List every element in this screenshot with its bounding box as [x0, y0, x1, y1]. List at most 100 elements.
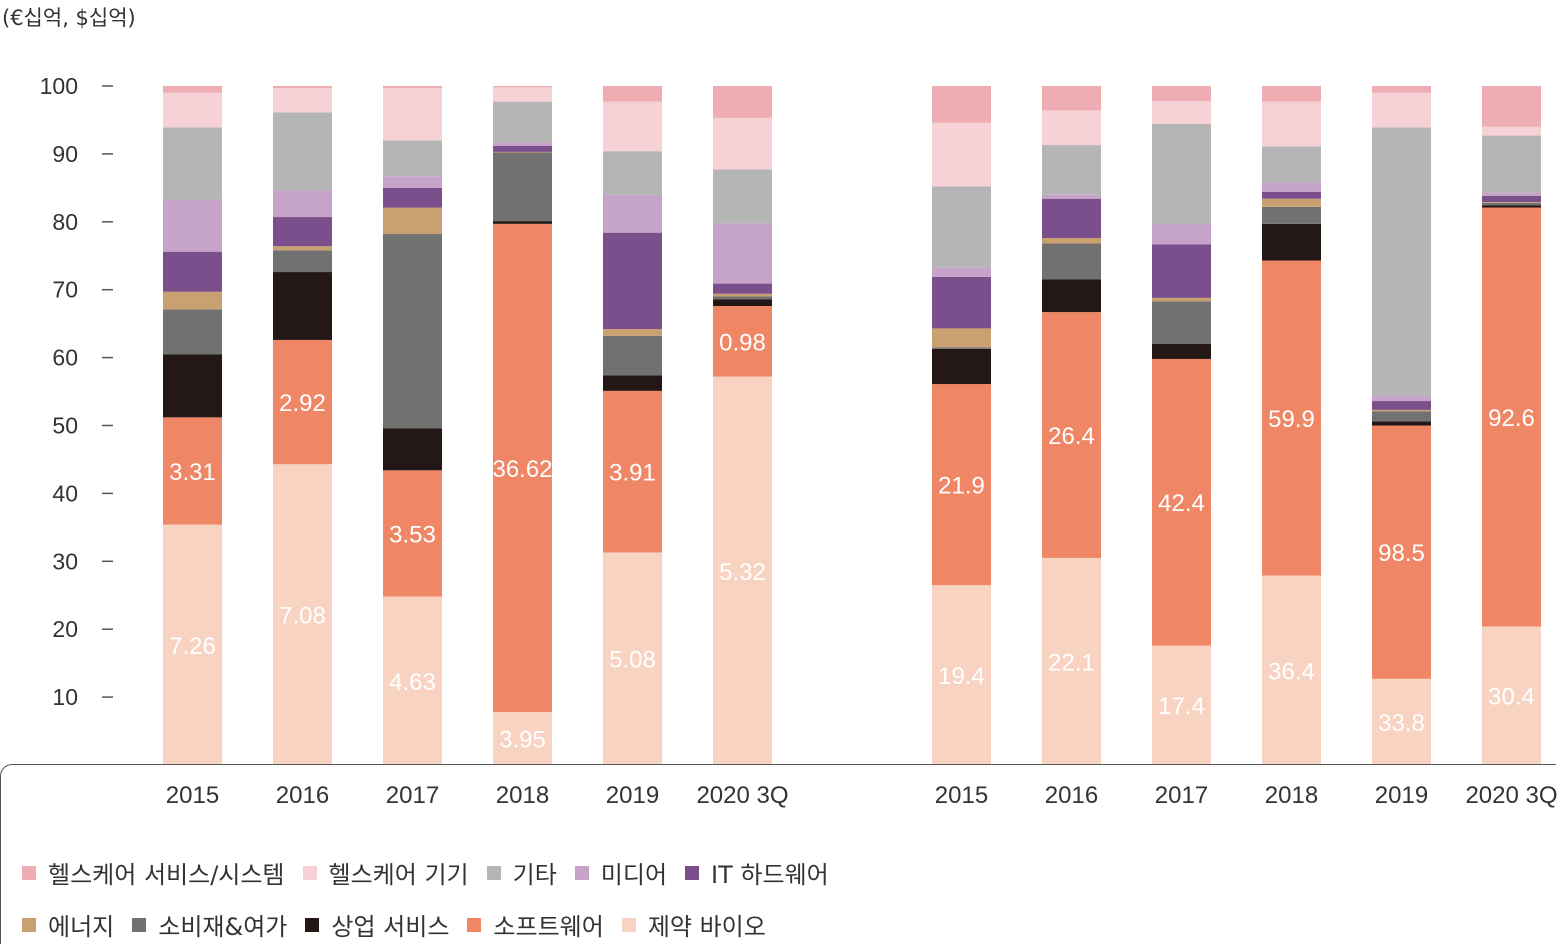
- legend-row-1: 헬스케어 서비스/시스템 헬스케어 기기 기타 미디어 IT 하드웨어: [22, 855, 847, 890]
- bar-segment: [603, 86, 662, 102]
- bar-segment: [493, 145, 552, 152]
- bar-segment: [1152, 124, 1211, 225]
- bar-segment: [932, 328, 991, 348]
- x-tick-label: 2020 3Q: [696, 782, 788, 809]
- bar-segment: [603, 194, 662, 233]
- bar-segment: [273, 217, 332, 247]
- legend-item: 소프트웨어: [467, 907, 604, 942]
- legend-label: 헬스케어 서비스/시스템: [48, 861, 285, 889]
- legend-label: 미디어: [600, 861, 668, 889]
- bar-segment: [603, 552, 662, 765]
- bar-segment: [273, 464, 332, 765]
- bar-segment: [1482, 192, 1541, 196]
- bar-segment: [1042, 312, 1101, 558]
- bar-segment: [1152, 224, 1211, 245]
- bar-segment: [1042, 198, 1101, 239]
- y-tick-label: 60: [52, 345, 78, 371]
- data-label: 36.62: [492, 456, 552, 483]
- bar-segment: [383, 140, 442, 177]
- bar-segment: [1482, 202, 1541, 206]
- bar-segment: [1152, 301, 1211, 345]
- bar-segment: [1042, 243, 1101, 280]
- bar-segment: [163, 127, 222, 200]
- y-tick-label: 30: [52, 548, 78, 574]
- bar-segment: [1152, 344, 1211, 359]
- bar-segment: [1482, 626, 1541, 765]
- y-tick-label: 50: [52, 413, 78, 439]
- bar-segment: [713, 117, 772, 170]
- bar-segment: [493, 712, 552, 765]
- legend-label: 에너지: [48, 913, 115, 941]
- bar-segment: [1372, 127, 1431, 396]
- bar-segment: [163, 92, 222, 128]
- bar-segment: [1262, 206, 1321, 224]
- bar-segment: [383, 428, 442, 471]
- bar-segment: [1042, 145, 1101, 195]
- bar-segment: [932, 86, 991, 123]
- bar-segment: [932, 276, 991, 329]
- data-label: 21.9: [938, 473, 985, 500]
- bar-segment: [493, 221, 552, 224]
- bar-segment: [1372, 92, 1431, 128]
- legend-swatch: [22, 865, 36, 880]
- legend-swatch: [621, 917, 636, 932]
- bar-segment: [1482, 135, 1541, 193]
- bar-segment: [932, 186, 991, 268]
- data-label: 33.8: [1378, 710, 1425, 737]
- bar-segment: [1262, 223, 1321, 261]
- bar-segment: [932, 384, 991, 586]
- data-label: 2.92: [279, 390, 326, 417]
- bar-segment: [1372, 425, 1431, 679]
- bar-segment: [1372, 401, 1431, 410]
- bar-segment: [1482, 126, 1541, 136]
- data-label: 30.4: [1488, 684, 1535, 711]
- data-label: 59.9: [1268, 406, 1315, 433]
- bar-segment: [1482, 207, 1541, 627]
- bar-segment: [163, 309, 222, 355]
- legend-item: 에너지: [22, 907, 114, 942]
- bar-segment: [713, 223, 772, 284]
- bar-segment: [603, 101, 662, 152]
- bar-segment: [932, 585, 991, 765]
- y-tick-label: 70: [52, 277, 78, 303]
- x-tick-label: 2018: [496, 782, 549, 809]
- legend-item: IT 하드웨어: [685, 855, 829, 890]
- bar-segment: [603, 329, 662, 336]
- data-label: 98.5: [1378, 540, 1425, 567]
- bar-segment: [383, 176, 442, 188]
- bar-segment: [163, 291, 222, 310]
- bar-segment: [1152, 244, 1211, 298]
- legend-swatch: [574, 865, 589, 880]
- x-tick-label: 2017: [1155, 782, 1208, 809]
- bar-segment: [163, 86, 222, 93]
- legend-swatch: [467, 917, 482, 932]
- bar-segment: [1372, 411, 1431, 422]
- bar-segment: [603, 335, 662, 376]
- bar-segment: [383, 596, 442, 765]
- bar-segment: [1042, 279, 1101, 313]
- bar-segment: [932, 348, 991, 385]
- x-tick-label: 2015: [935, 782, 988, 809]
- bar-segment: [273, 190, 332, 218]
- bar-segment: [1042, 194, 1101, 199]
- x-tick-label: 2018: [1265, 782, 1318, 809]
- bar-segment: [1042, 557, 1101, 765]
- legend-label: 헬스케어 기기: [328, 861, 469, 889]
- bar-segment: [273, 246, 332, 251]
- legend-frame: [0, 764, 1556, 944]
- bar-segment: [713, 376, 772, 765]
- legend-label: 제약 바이오: [647, 913, 766, 941]
- data-label: 7.26: [169, 633, 216, 660]
- legend-item: 헬스케어 서비스/시스템: [22, 855, 285, 890]
- bar-segment: [1262, 182, 1321, 192]
- bar-segment: [1372, 86, 1431, 93]
- bar-segment: [1262, 146, 1321, 183]
- x-tick-label: 2020 3Q: [1465, 782, 1557, 809]
- x-tick-label: 2016: [1045, 782, 1098, 809]
- legend-item: 미디어: [574, 855, 668, 890]
- bar-segment: [1042, 238, 1101, 244]
- data-label: 3.95: [499, 727, 546, 754]
- legend-swatch: [132, 917, 147, 932]
- bar-segment: [493, 223, 552, 713]
- bar-segment: [493, 152, 552, 222]
